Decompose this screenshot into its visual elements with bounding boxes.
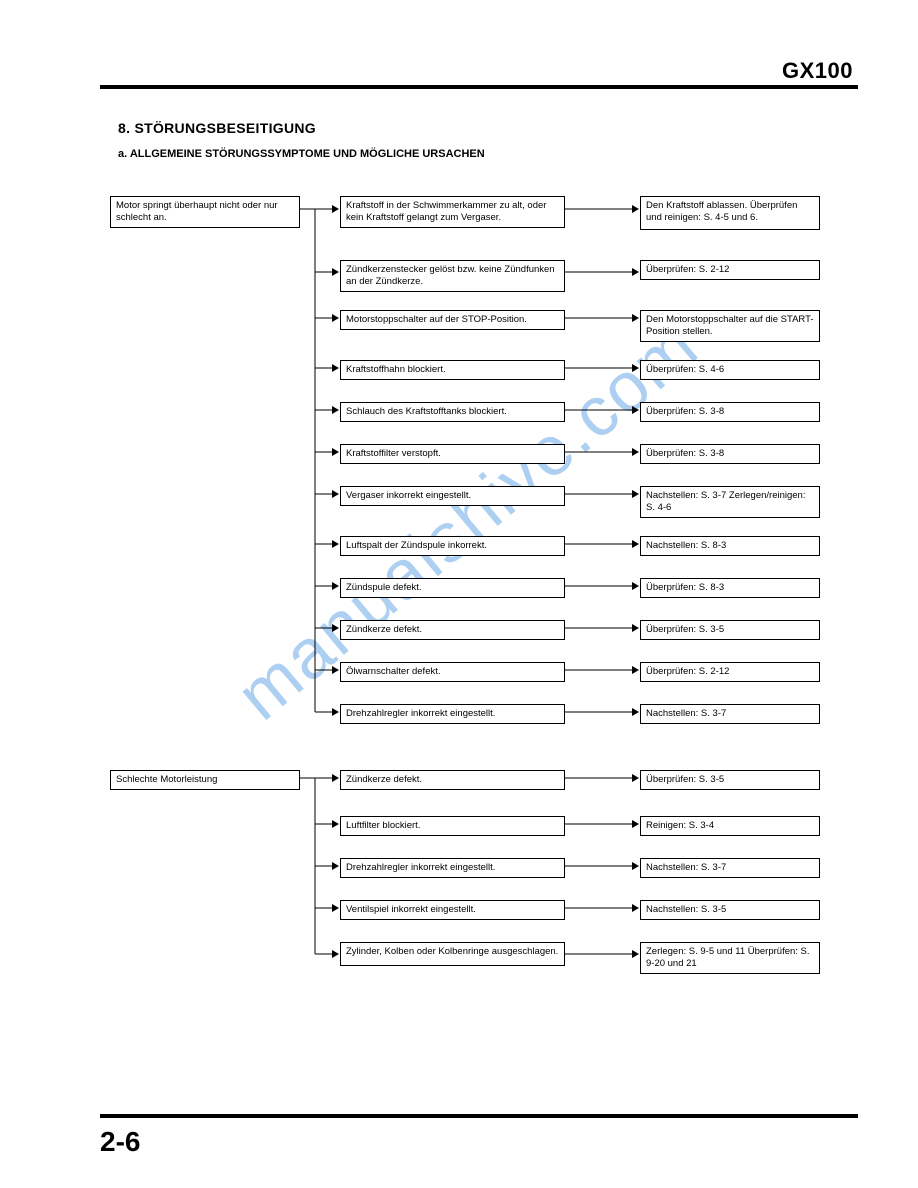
arrow-icon [332, 540, 339, 548]
action-box: Nachstellen: S. 3-5 [640, 900, 820, 920]
arrow-icon [632, 205, 639, 213]
symptom-box: Motor springt überhaupt nicht oder nur s… [110, 196, 300, 228]
action-box: Zerlegen: S. 9-5 und 11 Überprüfen: S. 9… [640, 942, 820, 974]
action-box: Überprüfen: S. 2-12 [640, 260, 820, 280]
arrow-icon [632, 624, 639, 632]
arrow-icon [332, 314, 339, 322]
arrow-icon [632, 950, 639, 958]
arrow-icon [632, 582, 639, 590]
header-rule [100, 85, 858, 89]
arrow-icon [632, 540, 639, 548]
cause-box: Kraftstoffhahn blockiert. [340, 360, 565, 380]
arrow-icon [632, 774, 639, 782]
action-box: Überprüfen: S. 3-8 [640, 444, 820, 464]
cause-box: Drehzahlregler inkorrekt eingestellt. [340, 858, 565, 878]
cause-box: Zündkerze defekt. [340, 620, 565, 640]
action-box: Nachstellen: S. 3-7 [640, 704, 820, 724]
arrow-icon [632, 666, 639, 674]
arrow-icon [632, 708, 639, 716]
arrow-icon [632, 862, 639, 870]
arrow-icon [632, 448, 639, 456]
arrow-icon [632, 314, 639, 322]
cause-box: Zündkerzenstecker gelöst bzw. keine Zünd… [340, 260, 565, 292]
section-title: 8. STÖRUNGSBESEITIGUNG [118, 120, 316, 136]
arrow-icon [332, 774, 339, 782]
cause-box: Kraftstoff in der Schwimmerkammer zu alt… [340, 196, 565, 228]
cause-box: Kraftstoffilter verstopft. [340, 444, 565, 464]
cause-box: Luftspalt der Zündspule inkorrekt. [340, 536, 565, 556]
action-box: Reinigen: S. 3-4 [640, 816, 820, 836]
action-box: Überprüfen: S. 4-6 [640, 360, 820, 380]
arrow-icon [332, 406, 339, 414]
action-box: Nachstellen: S. 3-7 [640, 858, 820, 878]
action-box: Überprüfen: S. 2-12 [640, 662, 820, 682]
arrow-icon [632, 904, 639, 912]
arrow-icon [332, 268, 339, 276]
arrow-icon [332, 862, 339, 870]
cause-box: Vergaser inkorrekt eingestellt. [340, 486, 565, 506]
arrow-icon [632, 406, 639, 414]
cause-box: Zündkerze defekt. [340, 770, 565, 790]
cause-box: Motorstoppschalter auf der STOP-Position… [340, 310, 565, 330]
arrow-icon [632, 364, 639, 372]
cause-box: Luftfilter blockiert. [340, 816, 565, 836]
cause-box: Schlauch des Kraftstofftanks blockiert. [340, 402, 565, 422]
arrow-icon [632, 820, 639, 828]
action-box: Den Kraftstoff ablassen. Überprüfen und … [640, 196, 820, 230]
arrow-icon [332, 448, 339, 456]
arrow-icon [332, 624, 339, 632]
cause-box: Zylinder, Kolben oder Kolbenringe ausges… [340, 942, 565, 966]
arrow-icon [332, 490, 339, 498]
arrow-icon [632, 268, 639, 276]
action-box: Überprüfen: S. 3-8 [640, 402, 820, 422]
arrow-icon [332, 904, 339, 912]
footer-rule [100, 1114, 858, 1118]
cause-box: Zündspule defekt. [340, 578, 565, 598]
arrow-icon [332, 950, 339, 958]
subsection-title: a. ALLGEMEINE STÖRUNGSSYMPTOME UND MÖGLI… [118, 148, 485, 160]
model-label: GX100 [782, 58, 853, 84]
action-box: Überprüfen: S. 8-3 [640, 578, 820, 598]
cause-box: Drehzahlregler inkorrekt eingestellt. [340, 704, 565, 724]
arrow-icon [332, 666, 339, 674]
arrow-icon [632, 490, 639, 498]
action-box: Den Motorstoppschalter auf die START-Pos… [640, 310, 820, 342]
action-box: Nachstellen: S. 8-3 [640, 536, 820, 556]
arrow-icon [332, 708, 339, 716]
arrow-icon [332, 364, 339, 372]
cause-box: Ventilspiel inkorrekt eingestellt. [340, 900, 565, 920]
arrow-icon [332, 205, 339, 213]
cause-box: Ölwarnschalter defekt. [340, 662, 565, 682]
arrow-icon [332, 582, 339, 590]
action-box: Überprüfen: S. 3-5 [640, 770, 820, 790]
action-box: Überprüfen: S. 3-5 [640, 620, 820, 640]
action-box: Nachstellen: S. 3-7 Zerlegen/reinigen: S… [640, 486, 820, 518]
page-number: 2-6 [100, 1126, 140, 1158]
arrow-icon [332, 820, 339, 828]
symptom-box: Schlechte Motorleistung [110, 770, 300, 790]
